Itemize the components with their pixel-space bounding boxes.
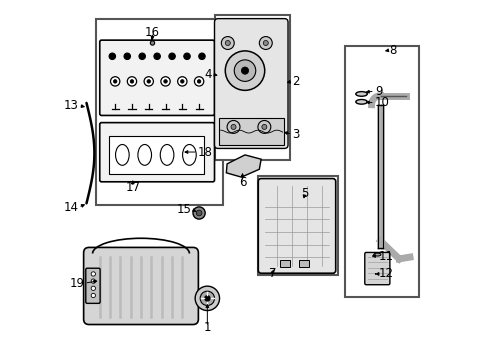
Circle shape	[139, 53, 146, 59]
Bar	[96, 19, 223, 205]
Ellipse shape	[183, 144, 196, 165]
Circle shape	[234, 60, 256, 81]
Text: 17: 17	[125, 181, 140, 194]
Circle shape	[91, 286, 96, 291]
Ellipse shape	[138, 144, 151, 165]
Text: 11: 11	[378, 249, 393, 262]
FancyBboxPatch shape	[100, 123, 215, 182]
Circle shape	[178, 77, 187, 86]
Circle shape	[111, 77, 120, 86]
Bar	[219, 118, 285, 145]
Circle shape	[225, 51, 265, 90]
Bar	[299, 260, 309, 267]
Text: 13: 13	[63, 99, 78, 112]
Circle shape	[180, 80, 184, 83]
FancyBboxPatch shape	[258, 179, 336, 273]
Polygon shape	[226, 155, 261, 177]
Text: 16: 16	[145, 26, 160, 39]
Text: 15: 15	[177, 203, 192, 216]
Text: 5: 5	[301, 187, 309, 200]
Text: 19: 19	[70, 277, 84, 290]
Circle shape	[193, 207, 205, 219]
FancyBboxPatch shape	[86, 268, 100, 303]
Circle shape	[258, 121, 271, 134]
Bar	[109, 136, 204, 174]
Ellipse shape	[116, 144, 129, 165]
Circle shape	[113, 80, 117, 83]
Circle shape	[124, 53, 130, 59]
Circle shape	[184, 53, 190, 59]
Circle shape	[150, 41, 155, 45]
Text: 12: 12	[378, 267, 393, 280]
Bar	[258, 176, 338, 275]
Text: 4: 4	[204, 68, 212, 81]
Ellipse shape	[356, 99, 368, 104]
Text: 18: 18	[197, 145, 213, 158]
Text: 14: 14	[63, 201, 78, 214]
Circle shape	[161, 77, 170, 86]
FancyBboxPatch shape	[215, 19, 288, 148]
Bar	[345, 45, 419, 297]
Ellipse shape	[356, 91, 368, 96]
Text: 2: 2	[293, 75, 300, 88]
Text: 3: 3	[293, 127, 300, 141]
Circle shape	[169, 53, 175, 59]
Circle shape	[144, 77, 153, 86]
Circle shape	[221, 37, 234, 49]
Circle shape	[227, 121, 240, 134]
Circle shape	[154, 53, 160, 59]
Circle shape	[263, 41, 269, 45]
Circle shape	[231, 125, 236, 130]
FancyBboxPatch shape	[84, 247, 198, 324]
Ellipse shape	[374, 253, 381, 256]
Text: 10: 10	[375, 96, 390, 109]
Circle shape	[127, 77, 137, 86]
Circle shape	[109, 53, 116, 59]
Circle shape	[130, 80, 134, 83]
Circle shape	[91, 293, 96, 298]
Text: 1: 1	[204, 320, 211, 333]
Circle shape	[195, 286, 220, 311]
Circle shape	[200, 291, 215, 306]
Circle shape	[199, 53, 205, 59]
Circle shape	[164, 80, 167, 83]
Circle shape	[195, 77, 204, 86]
Text: 6: 6	[239, 176, 246, 189]
Circle shape	[204, 296, 210, 301]
Circle shape	[242, 67, 248, 74]
Circle shape	[225, 41, 230, 45]
Circle shape	[91, 272, 96, 276]
FancyBboxPatch shape	[100, 40, 215, 116]
Ellipse shape	[160, 144, 174, 165]
FancyBboxPatch shape	[365, 252, 390, 285]
Text: 8: 8	[389, 44, 396, 57]
Circle shape	[259, 37, 272, 49]
Text: 7: 7	[269, 267, 276, 280]
Circle shape	[91, 279, 96, 283]
Circle shape	[196, 210, 202, 216]
Circle shape	[197, 80, 201, 83]
Circle shape	[147, 80, 150, 83]
Text: 9: 9	[375, 85, 382, 98]
Circle shape	[262, 125, 267, 130]
Bar	[280, 260, 290, 267]
Bar	[215, 15, 290, 160]
